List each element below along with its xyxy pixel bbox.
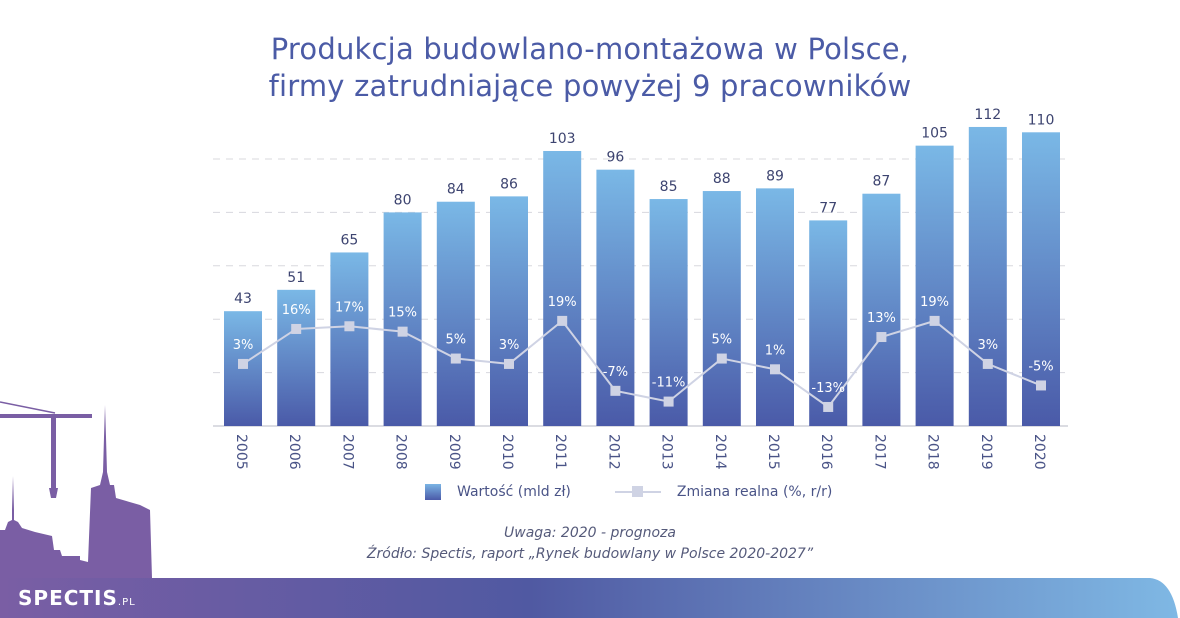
line-marker bbox=[397, 326, 408, 337]
bar-2015 bbox=[756, 188, 794, 426]
note: Uwaga: 2020 - prognoza bbox=[504, 525, 676, 541]
bar-value-label: 80 bbox=[394, 192, 412, 208]
line-value-label: 19% bbox=[920, 295, 949, 310]
change-line bbox=[242, 319, 1042, 409]
x-tick-label: 2020 bbox=[1031, 434, 1047, 470]
line-marker bbox=[610, 385, 621, 396]
bar-value-label: 88 bbox=[713, 171, 731, 187]
line-value-label: 1% bbox=[765, 343, 786, 358]
x-tick-label: 2012 bbox=[605, 434, 621, 470]
legend-line-swatch-icon bbox=[614, 486, 661, 497]
bar-value-label: 89 bbox=[766, 168, 784, 184]
line-marker bbox=[823, 401, 834, 412]
x-tick-label: 2009 bbox=[446, 434, 462, 470]
bar-value-label: 87 bbox=[872, 174, 890, 190]
bar-2013 bbox=[649, 199, 688, 426]
bar-value-label: 103 bbox=[549, 131, 576, 147]
line-value-label: 5% bbox=[445, 333, 466, 348]
line-value-label: 3% bbox=[233, 338, 254, 353]
crane-jib-icon bbox=[0, 414, 92, 418]
bar-2012 bbox=[596, 169, 635, 426]
line-marker bbox=[929, 315, 940, 326]
x-tick-label: 2007 bbox=[339, 434, 355, 470]
bar-value-label: 86 bbox=[500, 176, 518, 192]
line-value-label: 3% bbox=[977, 338, 998, 353]
line-marker bbox=[663, 396, 674, 407]
bar-value-label: 96 bbox=[606, 150, 624, 166]
chart-title: Produkcja budowlano-montażowa w Polsce, … bbox=[0, 31, 1180, 105]
legend-line-label: Zmiana realna (%, r/r) bbox=[676, 484, 833, 500]
bar-value-label: 110 bbox=[1028, 112, 1055, 128]
line-value-label: 15% bbox=[388, 306, 417, 321]
line-value-label: -5% bbox=[1028, 359, 1053, 374]
bar-2007 bbox=[330, 252, 369, 426]
line-marker bbox=[876, 332, 887, 343]
bar-value-label: 43 bbox=[234, 291, 252, 307]
line-marker bbox=[1036, 380, 1046, 391]
bar-2011 bbox=[543, 150, 582, 427]
spectis-logo: SPECTIS.PL bbox=[18, 586, 136, 610]
bar-2017 bbox=[862, 193, 901, 426]
x-tick-label: 2008 bbox=[393, 434, 409, 470]
x-tick-label: 2010 bbox=[499, 434, 515, 470]
x-tick-label: 2014 bbox=[712, 434, 728, 470]
line-value-label: -13% bbox=[811, 381, 845, 396]
source: Źródło: Spectis, raport „Rynek budowlany… bbox=[366, 546, 814, 562]
line-value-label: 16% bbox=[282, 303, 311, 318]
line-value-label: 5% bbox=[711, 333, 732, 348]
line-marker bbox=[504, 358, 514, 369]
skyline-illustration bbox=[0, 401, 152, 578]
bar-value-label: 105 bbox=[921, 126, 948, 142]
bar-2006 bbox=[277, 289, 316, 426]
bar-2008 bbox=[383, 212, 422, 426]
crane-cable-icon bbox=[51, 418, 56, 488]
title-line-1: Produkcja budowlano-montażowa w Polsce, bbox=[270, 32, 910, 66]
x-tick-label: 2019 bbox=[978, 434, 994, 470]
line-value-label: 19% bbox=[548, 295, 577, 310]
legend: Wartość (mld zł) Zmiana realna (%, r/r) bbox=[425, 484, 832, 500]
bar-value-label: 51 bbox=[287, 270, 305, 286]
line-value-label: -11% bbox=[652, 376, 686, 391]
footer-band bbox=[0, 578, 1178, 618]
bar-2009 bbox=[436, 201, 475, 426]
line-value-label: -7% bbox=[603, 365, 628, 380]
x-tick-label: 2006 bbox=[286, 434, 302, 470]
bar-2014 bbox=[702, 191, 741, 426]
x-tick-label: 2011 bbox=[552, 434, 568, 470]
line-marker bbox=[770, 364, 780, 375]
bar-2020 bbox=[1022, 132, 1060, 427]
bar-value-label: 77 bbox=[819, 200, 837, 216]
legend-bar-swatch-icon bbox=[425, 484, 441, 500]
x-tick-label: 2013 bbox=[659, 434, 675, 470]
line-value-label: 17% bbox=[335, 300, 364, 315]
legend-bars-label: Wartość (mld zł) bbox=[457, 484, 571, 500]
bar-value-label: 85 bbox=[660, 179, 678, 195]
line-marker bbox=[238, 358, 248, 369]
bar-value-label: 65 bbox=[340, 232, 358, 248]
bar-2018 bbox=[915, 145, 954, 426]
x-tick-label: 2016 bbox=[818, 434, 834, 470]
x-tick-label: 2015 bbox=[765, 434, 781, 470]
x-tick-label: 2017 bbox=[871, 434, 887, 470]
bar-value-label: 84 bbox=[447, 182, 465, 198]
line-marker bbox=[557, 315, 568, 326]
line-marker bbox=[982, 358, 993, 369]
crane-hook-icon bbox=[49, 488, 58, 498]
line-value-label: 13% bbox=[867, 311, 896, 326]
line-marker bbox=[344, 321, 355, 332]
x-tick-label: 2005 bbox=[233, 434, 249, 470]
bar-2010 bbox=[490, 196, 528, 426]
bar-value-label: 112 bbox=[974, 107, 1001, 123]
line-value-label: 3% bbox=[499, 338, 520, 353]
title-line-2: firmy zatrudniające powyżej 9 pracownikó… bbox=[268, 69, 912, 103]
line-marker bbox=[291, 323, 302, 334]
x-tick-label: 2018 bbox=[925, 434, 941, 470]
line-marker bbox=[450, 353, 461, 364]
bar-2019 bbox=[968, 126, 1007, 427]
line-marker bbox=[716, 353, 727, 364]
